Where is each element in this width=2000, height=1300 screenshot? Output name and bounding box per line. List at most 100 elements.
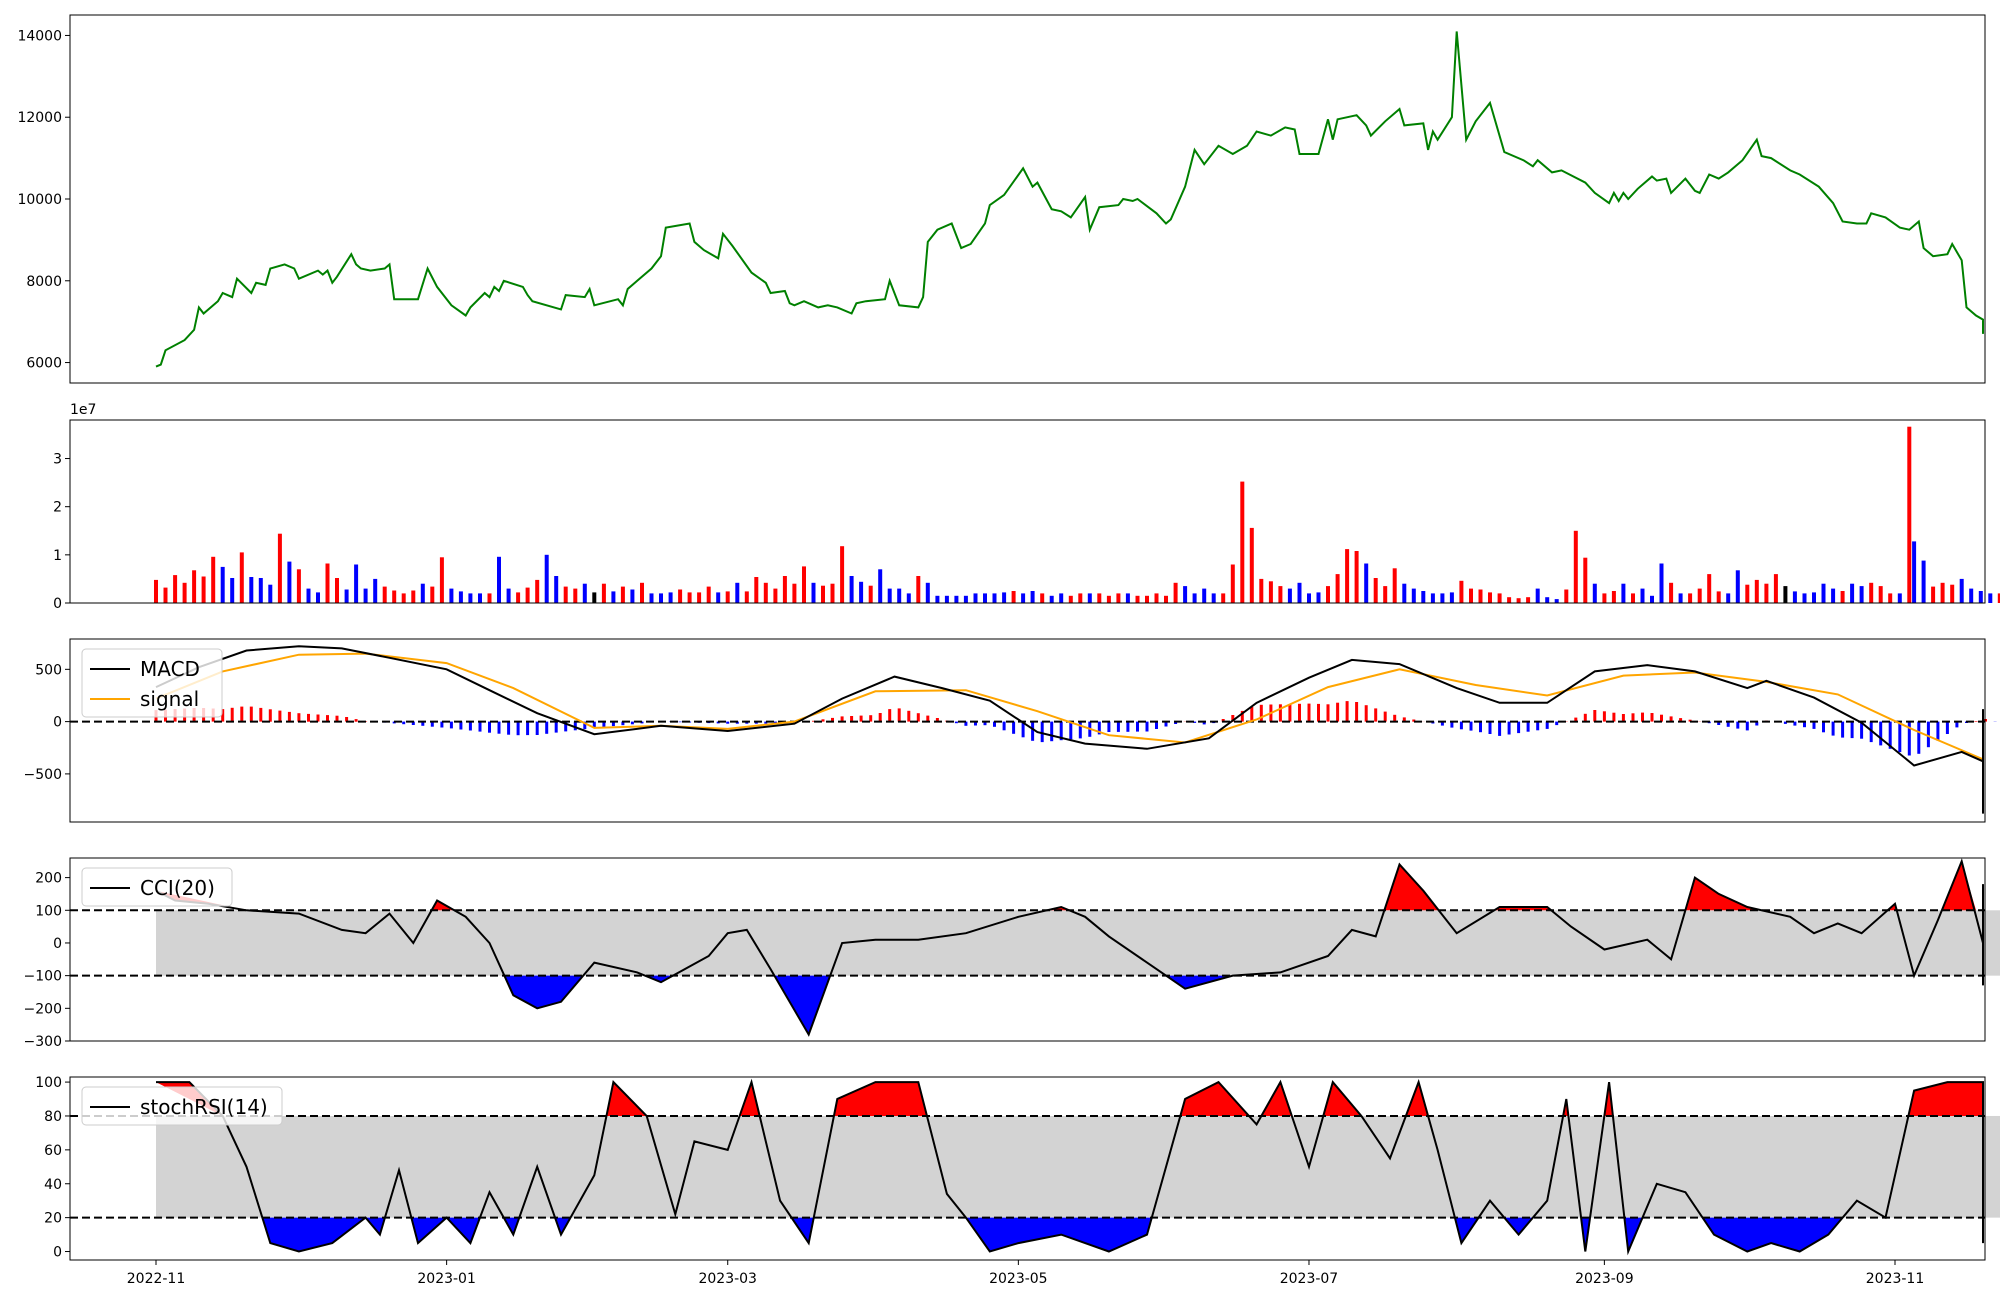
stochrsi-neutral-band (156, 1115, 2000, 1218)
macd-histogram-bar (1059, 721, 1063, 741)
volume-bar (1716, 591, 1721, 603)
macd-histogram-bar (1488, 721, 1492, 734)
volume-bar (1545, 597, 1550, 603)
macd-histogram-bar (1078, 721, 1082, 739)
volume-bar (1240, 481, 1245, 603)
stochrsi-line (156, 1078, 1984, 1256)
macd-histogram-bar (1050, 721, 1054, 742)
macd-histogram-bar (1145, 721, 1149, 732)
cci-oversold-fill (645, 975, 673, 983)
volume-bar (1669, 582, 1674, 603)
volume-bar (1326, 586, 1330, 603)
volume-bar (1907, 426, 1912, 603)
volume-bar (1402, 583, 1407, 603)
volume-bar (1335, 574, 1340, 603)
stochrsi-oversold-fill (1581, 1217, 1591, 1252)
volume-bar (744, 591, 749, 603)
macd-histogram-bar (1631, 713, 1635, 722)
macd-histogram-bar (974, 721, 977, 726)
y-tick-label: −500 (24, 767, 62, 783)
macd-histogram-bar (773, 721, 777, 724)
macd-histogram-bar (507, 721, 511, 735)
macd-histogram-bar (1116, 721, 1120, 732)
stochrsi-oversold-fill (1702, 1217, 1843, 1252)
macd-histogram-bar (621, 721, 625, 726)
volume-bar (1268, 581, 1273, 603)
volume-bar (1583, 557, 1588, 603)
y-tick-label: −300 (24, 1034, 62, 1050)
volume-bar (1164, 595, 1168, 603)
volume-bar (1411, 588, 1416, 603)
macd-histogram-bar (1536, 721, 1540, 731)
volume-bar (630, 589, 635, 603)
volume-bar (1116, 593, 1121, 603)
macd-panel: 500 0 −500 MACD signal (24, 638, 1997, 823)
macd-histogram-bar (1317, 703, 1320, 722)
legend-label: CCI(20) (140, 876, 215, 900)
macd-histogram-bar (1250, 706, 1254, 722)
volume-bar (973, 593, 978, 603)
volume-bar (163, 587, 168, 603)
macd-histogram-bar (1298, 703, 1301, 722)
macd-histogram-bar (354, 719, 358, 722)
macd-histogram-bar (326, 715, 329, 722)
macd-histogram-bar (1040, 721, 1044, 743)
volume-bar (1735, 570, 1740, 603)
macd-histogram-bar (1412, 719, 1416, 722)
volume-bar (544, 554, 549, 603)
volume-bar (468, 593, 473, 603)
macd-histogram-bar (1231, 715, 1235, 722)
volume-bar (878, 569, 883, 603)
stochrsi-oversold-fill (262, 1217, 366, 1252)
y-tick-label: 0 (53, 715, 62, 731)
volume-bar (1526, 597, 1531, 603)
volume-bar (411, 590, 416, 603)
volume-bar (1478, 589, 1483, 603)
macd-histogram-bar (935, 718, 939, 722)
cci-overbought-fill (1384, 864, 1439, 911)
volume-bar (1812, 592, 1816, 603)
volume-bar (1040, 593, 1045, 603)
volume-bar (1773, 574, 1778, 603)
volume-bar (963, 595, 968, 603)
macd-histogram-bar (1574, 717, 1578, 722)
plot-frame (69, 1076, 1986, 1261)
macd-histogram-bar (402, 721, 406, 725)
volume-bar (535, 579, 540, 603)
macd-histogram-bar (611, 721, 615, 727)
volume-bar (1354, 551, 1359, 603)
volume-bar (1783, 586, 1788, 603)
macd-histogram-bar (545, 721, 549, 734)
volume-bar (325, 563, 330, 603)
volume-bar (897, 588, 902, 603)
stochrsi-overbought-fill (1261, 1082, 1292, 1116)
volume-bar (287, 561, 292, 603)
stochrsi-overbought-fill (606, 1082, 647, 1116)
macd-histogram-bar (1926, 721, 1930, 748)
macd-histogram-bar (1326, 704, 1330, 722)
volume-bar (944, 595, 949, 603)
y-tick-label: 0 (53, 596, 62, 612)
volume-bar (1087, 593, 1092, 603)
volume-bar (392, 590, 397, 603)
volume-bar (201, 576, 206, 603)
volume-bar (1554, 599, 1559, 603)
macd-histogram-bar (1945, 721, 1949, 734)
macd-histogram-bar (907, 710, 911, 722)
volume-bar (1488, 592, 1492, 603)
stochrsi-panel: 100 80 60 40 20 0 stochRSI(14) (35, 1075, 2000, 1261)
volume-bar (154, 579, 158, 603)
y-tick-label: 10000 (17, 192, 62, 208)
macd-histogram-bar (1450, 721, 1454, 728)
macd-histogram-bar (526, 721, 530, 736)
macd-histogram-bar (1841, 721, 1845, 738)
volume-bar (1516, 598, 1521, 603)
volume-bar (1859, 586, 1864, 603)
macd-histogram-bar (1593, 710, 1597, 722)
volume-bar (1145, 595, 1149, 603)
volume-bar (1640, 588, 1645, 603)
volume-bar (821, 585, 825, 603)
volume-bar (1449, 592, 1454, 603)
volume-bar (1831, 588, 1836, 603)
volume-bar (1659, 563, 1664, 603)
